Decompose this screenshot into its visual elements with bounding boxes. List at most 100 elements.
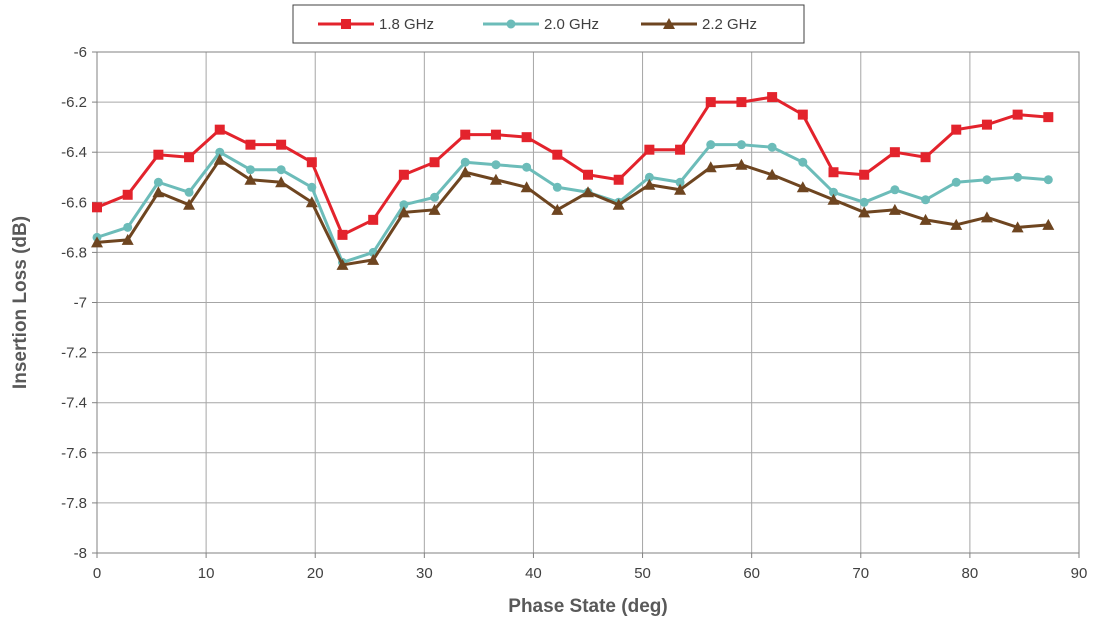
data-point — [276, 165, 286, 175]
data-point — [490, 129, 501, 140]
grid — [96, 51, 1080, 554]
data-point — [336, 258, 349, 270]
data-point — [921, 195, 931, 205]
data-point — [1042, 218, 1055, 230]
legend-label: 2.2 GHz — [702, 16, 757, 33]
y-tick-label: -6.2 — [61, 94, 87, 111]
data-point — [890, 185, 900, 195]
series-line — [96, 143, 1049, 264]
data-point — [398, 169, 409, 180]
data-point — [522, 162, 532, 172]
y-tick-label: -7.6 — [61, 445, 87, 462]
y-tick-label: -7.4 — [61, 395, 87, 412]
data-point — [337, 229, 348, 240]
data-point — [612, 198, 625, 210]
y-tick-label: -7 — [74, 295, 87, 312]
y-tick-label: -7.2 — [61, 345, 87, 362]
x-tick-label: 70 — [852, 565, 869, 582]
data-point — [889, 147, 900, 158]
series-line — [96, 158, 1049, 267]
data-point — [582, 186, 594, 198]
series-line — [96, 95, 1049, 237]
series-2-2-ghz — [91, 153, 1055, 270]
data-point — [275, 176, 288, 188]
data-point — [828, 167, 839, 178]
legend-marker — [506, 19, 516, 29]
data-point — [552, 149, 563, 160]
data-point — [951, 177, 961, 187]
data-point — [152, 186, 165, 198]
data-point — [980, 211, 993, 223]
data-point — [736, 97, 747, 108]
data-point — [489, 173, 502, 185]
data-point — [644, 172, 654, 182]
data-point — [184, 187, 194, 197]
data-point — [796, 181, 809, 193]
data-point — [153, 149, 164, 160]
legend-item: 2.2 GHz — [641, 16, 757, 33]
data-point — [214, 124, 225, 135]
data-point — [767, 142, 777, 152]
data-point — [91, 236, 103, 248]
data-point — [613, 174, 624, 185]
legend-marker — [663, 18, 675, 29]
legend-label: 1.8 GHz — [379, 16, 434, 33]
data-point — [121, 233, 134, 245]
legend-label: 2.0 GHz — [544, 16, 599, 33]
x-axis-title: Phase State (deg) — [508, 596, 667, 617]
x-tick-label: 0 — [93, 565, 101, 582]
data-point — [675, 177, 685, 187]
x-tick-label: 20 — [307, 565, 324, 582]
data-point — [766, 168, 779, 180]
data-point — [827, 193, 840, 205]
data-point — [307, 182, 317, 192]
data-point — [888, 203, 901, 215]
y-tick-label: -8 — [74, 545, 87, 562]
x-tick-label: 10 — [198, 565, 215, 582]
data-point — [643, 178, 656, 190]
data-point — [859, 197, 869, 207]
data-point — [798, 157, 808, 167]
series-1-8-ghz — [92, 92, 1054, 240]
data-point — [1043, 175, 1053, 185]
data-point — [704, 161, 717, 173]
data-point — [950, 218, 963, 230]
y-tick-label: -6.6 — [61, 194, 87, 211]
data-point — [244, 173, 257, 185]
data-point — [1013, 172, 1023, 182]
y-tick-label: -7.8 — [61, 495, 87, 512]
data-point — [153, 177, 163, 187]
data-point — [551, 203, 564, 215]
data-point — [982, 175, 992, 185]
data-point — [674, 183, 687, 195]
data-point — [306, 157, 317, 168]
data-point — [705, 97, 716, 108]
data-point — [215, 147, 225, 157]
y-tick-label: -6.8 — [61, 244, 87, 261]
data-point — [675, 144, 686, 155]
data-point — [460, 129, 471, 140]
x-axis-ticks: 0 10 20 30 40 50 60 70 80 90 — [93, 553, 1087, 582]
data-point — [276, 139, 287, 150]
data-point — [1011, 221, 1024, 233]
data-point — [520, 181, 533, 193]
x-tick-label: 80 — [962, 565, 979, 582]
data-point — [951, 124, 962, 135]
data-point — [829, 187, 838, 197]
series-layer — [91, 92, 1055, 270]
data-point — [460, 157, 470, 167]
data-point — [123, 222, 133, 232]
data-point — [644, 144, 655, 155]
data-point — [399, 200, 409, 210]
data-point — [919, 213, 932, 225]
data-point — [552, 182, 562, 192]
data-point — [430, 192, 440, 202]
data-point — [92, 202, 102, 213]
data-point — [858, 206, 871, 218]
data-point — [368, 214, 379, 225]
data-point — [184, 152, 195, 163]
legend: 1.8 GHz 2.0 GHz 2.2 GHz — [292, 4, 805, 44]
y-axis-title: Insertion Loss (dB) — [10, 216, 31, 389]
data-point — [1012, 109, 1023, 120]
data-point — [859, 169, 870, 180]
